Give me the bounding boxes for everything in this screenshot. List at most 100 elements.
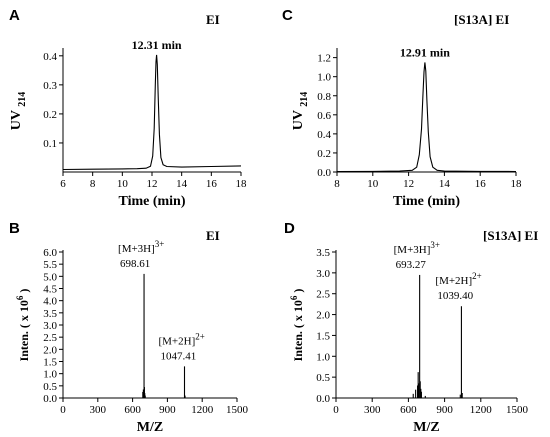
y-axis-title-close: )	[17, 289, 31, 296]
y-tick-label: 1.0	[43, 369, 57, 381]
x-tick-label: 0	[60, 404, 66, 416]
x-tick-label: 10	[367, 178, 379, 190]
x-tick-label: 0	[333, 404, 339, 416]
y-tick-label: 3.5	[316, 247, 330, 259]
panel-label: C	[282, 7, 293, 24]
x-tick-label: 8	[90, 178, 96, 190]
y-axis-title-main: UV	[9, 107, 24, 130]
y-tick-label: 0.0	[43, 393, 57, 405]
y-tick-label: 0.0	[316, 393, 330, 405]
x-tick-label: 18	[511, 178, 523, 190]
panel-c: C [S13A] EI 8 10 12 14 16 18 0.0 0.2 0.4 0.6 0.8 1.0 1…	[282, 7, 522, 209]
ion-label: [M+2H]2+	[435, 271, 481, 287]
x-tick-label: 900	[436, 404, 453, 416]
y-tick-label: 2.5	[43, 332, 57, 344]
y-axis-title: UV 214	[9, 92, 28, 130]
ion-label: [M+3H]3+	[394, 240, 440, 256]
y-tick-label: 0.4	[43, 51, 57, 63]
y-tick-label: 1.5	[43, 357, 57, 369]
panel-label: D	[284, 220, 295, 237]
x-tick-label: 16	[206, 178, 218, 190]
y-tick-label: 1.5	[316, 330, 330, 342]
y-tick-label: 6.0	[43, 247, 57, 259]
y-tick-label: 1.0	[317, 72, 331, 84]
peak-label: 12.31 min	[132, 38, 182, 52]
y-tick-label: 0.1	[43, 138, 57, 150]
panel-tag: [S13A] EI	[454, 12, 509, 27]
x-tick-label: 12	[403, 178, 414, 190]
y-tick-label: 0.8	[317, 91, 331, 103]
y-tick-label: 1.2	[317, 53, 331, 65]
y-tick-label: 1.0	[316, 351, 330, 363]
x-tick-label: 900	[159, 404, 176, 416]
x-tick-label: 300	[364, 404, 381, 416]
x-axis-title: M/Z	[413, 420, 439, 435]
panel-label: A	[9, 7, 20, 24]
x-tick-label: 18	[236, 178, 248, 190]
x-tick-label: 14	[176, 178, 188, 190]
ion-charge: 2+	[195, 331, 205, 341]
x-tick-label: 10	[117, 178, 129, 190]
x-tick-label: 14	[439, 178, 451, 190]
ion-formula: [M+3H]	[394, 244, 431, 256]
x-axis-title: M/Z	[137, 420, 163, 435]
y-axis-title-close: )	[291, 289, 305, 296]
x-axis-title: Time (min)	[393, 194, 460, 209]
x-tick-label: 600	[124, 404, 141, 416]
y-axis-title-exponent: 6	[289, 295, 299, 300]
y-tick-label: 3.0	[316, 268, 330, 280]
x-tick-label: 1500	[226, 404, 249, 416]
y-axis-title: Inten. ( x 106 )	[289, 289, 305, 362]
chromatogram-line	[336, 62, 517, 173]
y-tick-label: 3.0	[43, 320, 57, 332]
ion-charge: 2+	[472, 271, 482, 281]
panel-tag: EI	[206, 228, 220, 243]
y-axis-title-text: Inten. ( x 10	[17, 300, 31, 361]
mz-label: 698.61	[120, 258, 150, 270]
ion-charge: 3+	[430, 240, 440, 250]
y-tick-label: 3.5	[43, 308, 57, 320]
mz-label: 1047.41	[160, 350, 196, 362]
y-tick-label: 0.0	[317, 167, 331, 179]
panel-tag: [S13A] EI	[483, 228, 538, 243]
y-tick-label: 4.0	[43, 296, 57, 308]
x-tick-label: 16	[475, 178, 487, 190]
x-tick-label: 8	[334, 178, 340, 190]
y-axis-title-sub: 214	[17, 92, 28, 107]
y-tick-label: 0.2	[317, 148, 331, 160]
x-tick-label: 12	[147, 178, 158, 190]
x-tick-label: 300	[90, 404, 107, 416]
y-axis-title-text: Inten. ( x 10	[291, 300, 305, 361]
y-tick-label: 0.6	[317, 110, 331, 122]
panel-d: D [S13A] EI 0 300 600 900 1200 1500 0.0 0.5 1.0 1.5…	[284, 220, 538, 435]
y-axis-title-exponent: 6	[15, 295, 25, 300]
mz-label: 1039.40	[437, 290, 473, 302]
y-tick-label: 0.2	[43, 109, 57, 121]
ion-formula: [M+2H]	[158, 335, 195, 347]
y-axis-title: UV 214	[291, 92, 310, 130]
y-tick-label: 0.5	[43, 381, 57, 393]
y-axis-title-sub: 214	[299, 92, 310, 107]
panel-b: B EI0 300 600 900 1200 15000.00.51.01.52.02.53…	[9, 220, 249, 435]
y-tick-label: 0.4	[317, 129, 331, 141]
y-axis-title: Inten. ( x 106 )	[15, 289, 31, 362]
x-axis-title: Time (min)	[118, 194, 185, 209]
ion-formula: [M+3H]	[118, 243, 155, 255]
peak-label: 12.91 min	[400, 45, 450, 59]
y-tick-label: 4.5	[43, 284, 57, 296]
y-tick-label: 5.5	[43, 259, 57, 271]
y-axis-title-main: UV	[291, 107, 306, 130]
mz-label: 693.27	[396, 259, 427, 271]
chromatogram-line	[62, 54, 242, 171]
x-tick-label: 1500	[506, 404, 529, 416]
x-tick-label: 600	[400, 404, 417, 416]
x-tick-label: 6	[60, 178, 66, 190]
panel-tag: EI	[206, 12, 220, 27]
ion-label: [M+3H]3+	[118, 239, 164, 255]
ion-label: [M+2H]2+	[158, 331, 204, 347]
ion-charge: 3+	[155, 239, 165, 249]
panel-a: A EI 6 8 10 12 14 16 18 0.1 0.2 0.3 0.4 Time (min) UV …	[9, 7, 247, 209]
y-tick-label: 2.5	[316, 289, 330, 301]
x-tick-label: 1200	[191, 404, 214, 416]
